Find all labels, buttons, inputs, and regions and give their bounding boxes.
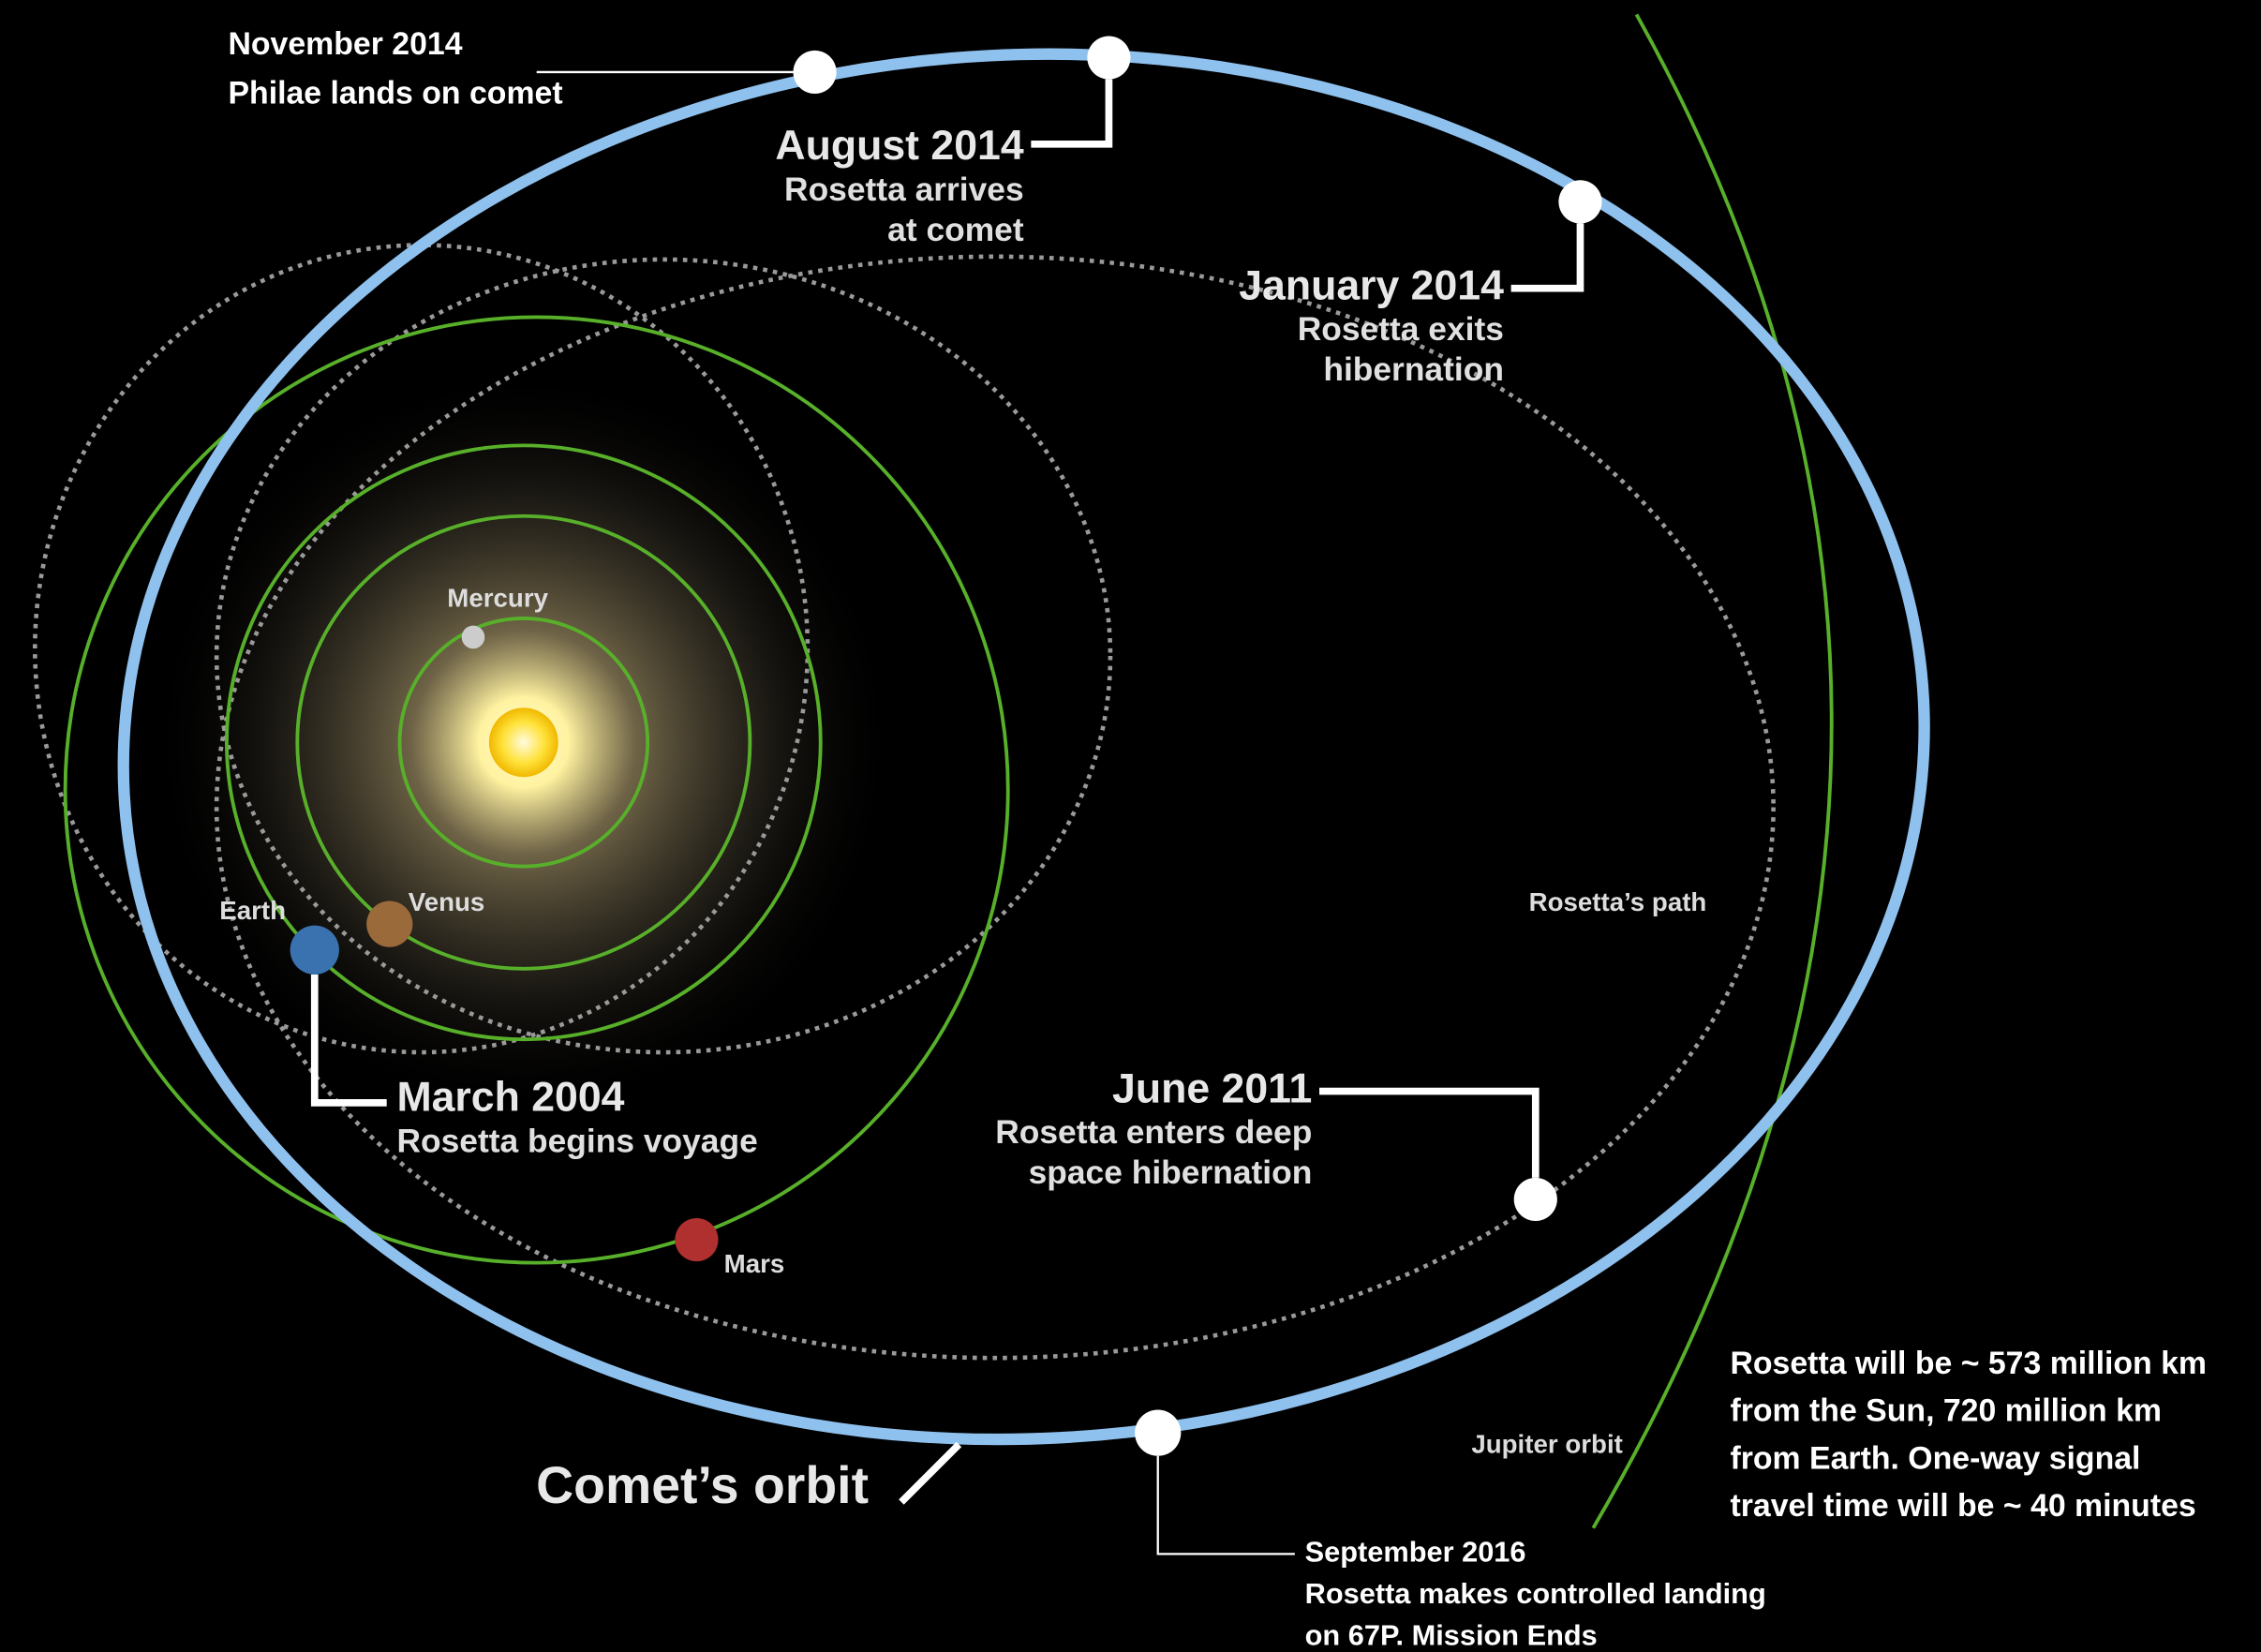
event-marker: [1135, 1410, 1181, 1456]
mercury: [462, 626, 485, 649]
venus: [366, 900, 412, 946]
comet-label: Comet’s orbit: [536, 1456, 869, 1514]
event-marker: [1558, 180, 1601, 223]
event-date: June 2011: [1112, 1065, 1312, 1111]
event-description: space hibernation: [1029, 1154, 1313, 1191]
event-description: Rosetta arrives: [784, 171, 1024, 208]
event-marker: [794, 51, 837, 94]
event-date: August 2014: [775, 123, 1023, 169]
event-description: Rosetta exits: [1298, 311, 1504, 348]
event-date: January 2014: [1239, 262, 1504, 308]
planet-label: Venus: [409, 887, 485, 916]
note-line: from the Sun, 720 million km: [1730, 1393, 2162, 1429]
event-description: at comet: [887, 212, 1024, 248]
note-line: from Earth. One-way signal: [1730, 1440, 2140, 1476]
page: {"events":[ {"date":"November 2014","des…: [0, 0, 2261, 1652]
note-line: Rosetta will be ~ 573 million km: [1730, 1346, 2207, 1381]
event-description: on 67P. Mission Ends: [1305, 1619, 1598, 1652]
event-description: Rosetta makes controlled landing: [1305, 1577, 1766, 1610]
event-description: hibernation: [1323, 351, 1504, 388]
event-description: Philae lands on comet: [228, 75, 562, 111]
event-marker: [1087, 36, 1130, 79]
event-description: Rosetta begins voyage: [396, 1123, 757, 1159]
planet-label: Mars: [724, 1249, 785, 1278]
planet-label: Earth: [219, 896, 286, 925]
note-line: travel time will be ~ 40 minutes: [1730, 1488, 2195, 1524]
earth: [290, 926, 339, 975]
event-description: Rosetta enters deep: [995, 1114, 1312, 1151]
event-marker: [1514, 1178, 1557, 1221]
path-label: Rosetta’s path: [1529, 887, 1707, 916]
event-date: September 2016: [1305, 1536, 1526, 1569]
sun: [489, 707, 558, 777]
planet-label: Mercury: [447, 583, 548, 612]
event-date: March 2004: [396, 1075, 624, 1121]
event-date: November 2014: [228, 26, 462, 62]
jupiter-label: Jupiter orbit: [1471, 1429, 1623, 1458]
mars: [675, 1218, 718, 1261]
diagram: Mercury Venus Earth Mars Rosetta’s path …: [0, 0, 2261, 1652]
